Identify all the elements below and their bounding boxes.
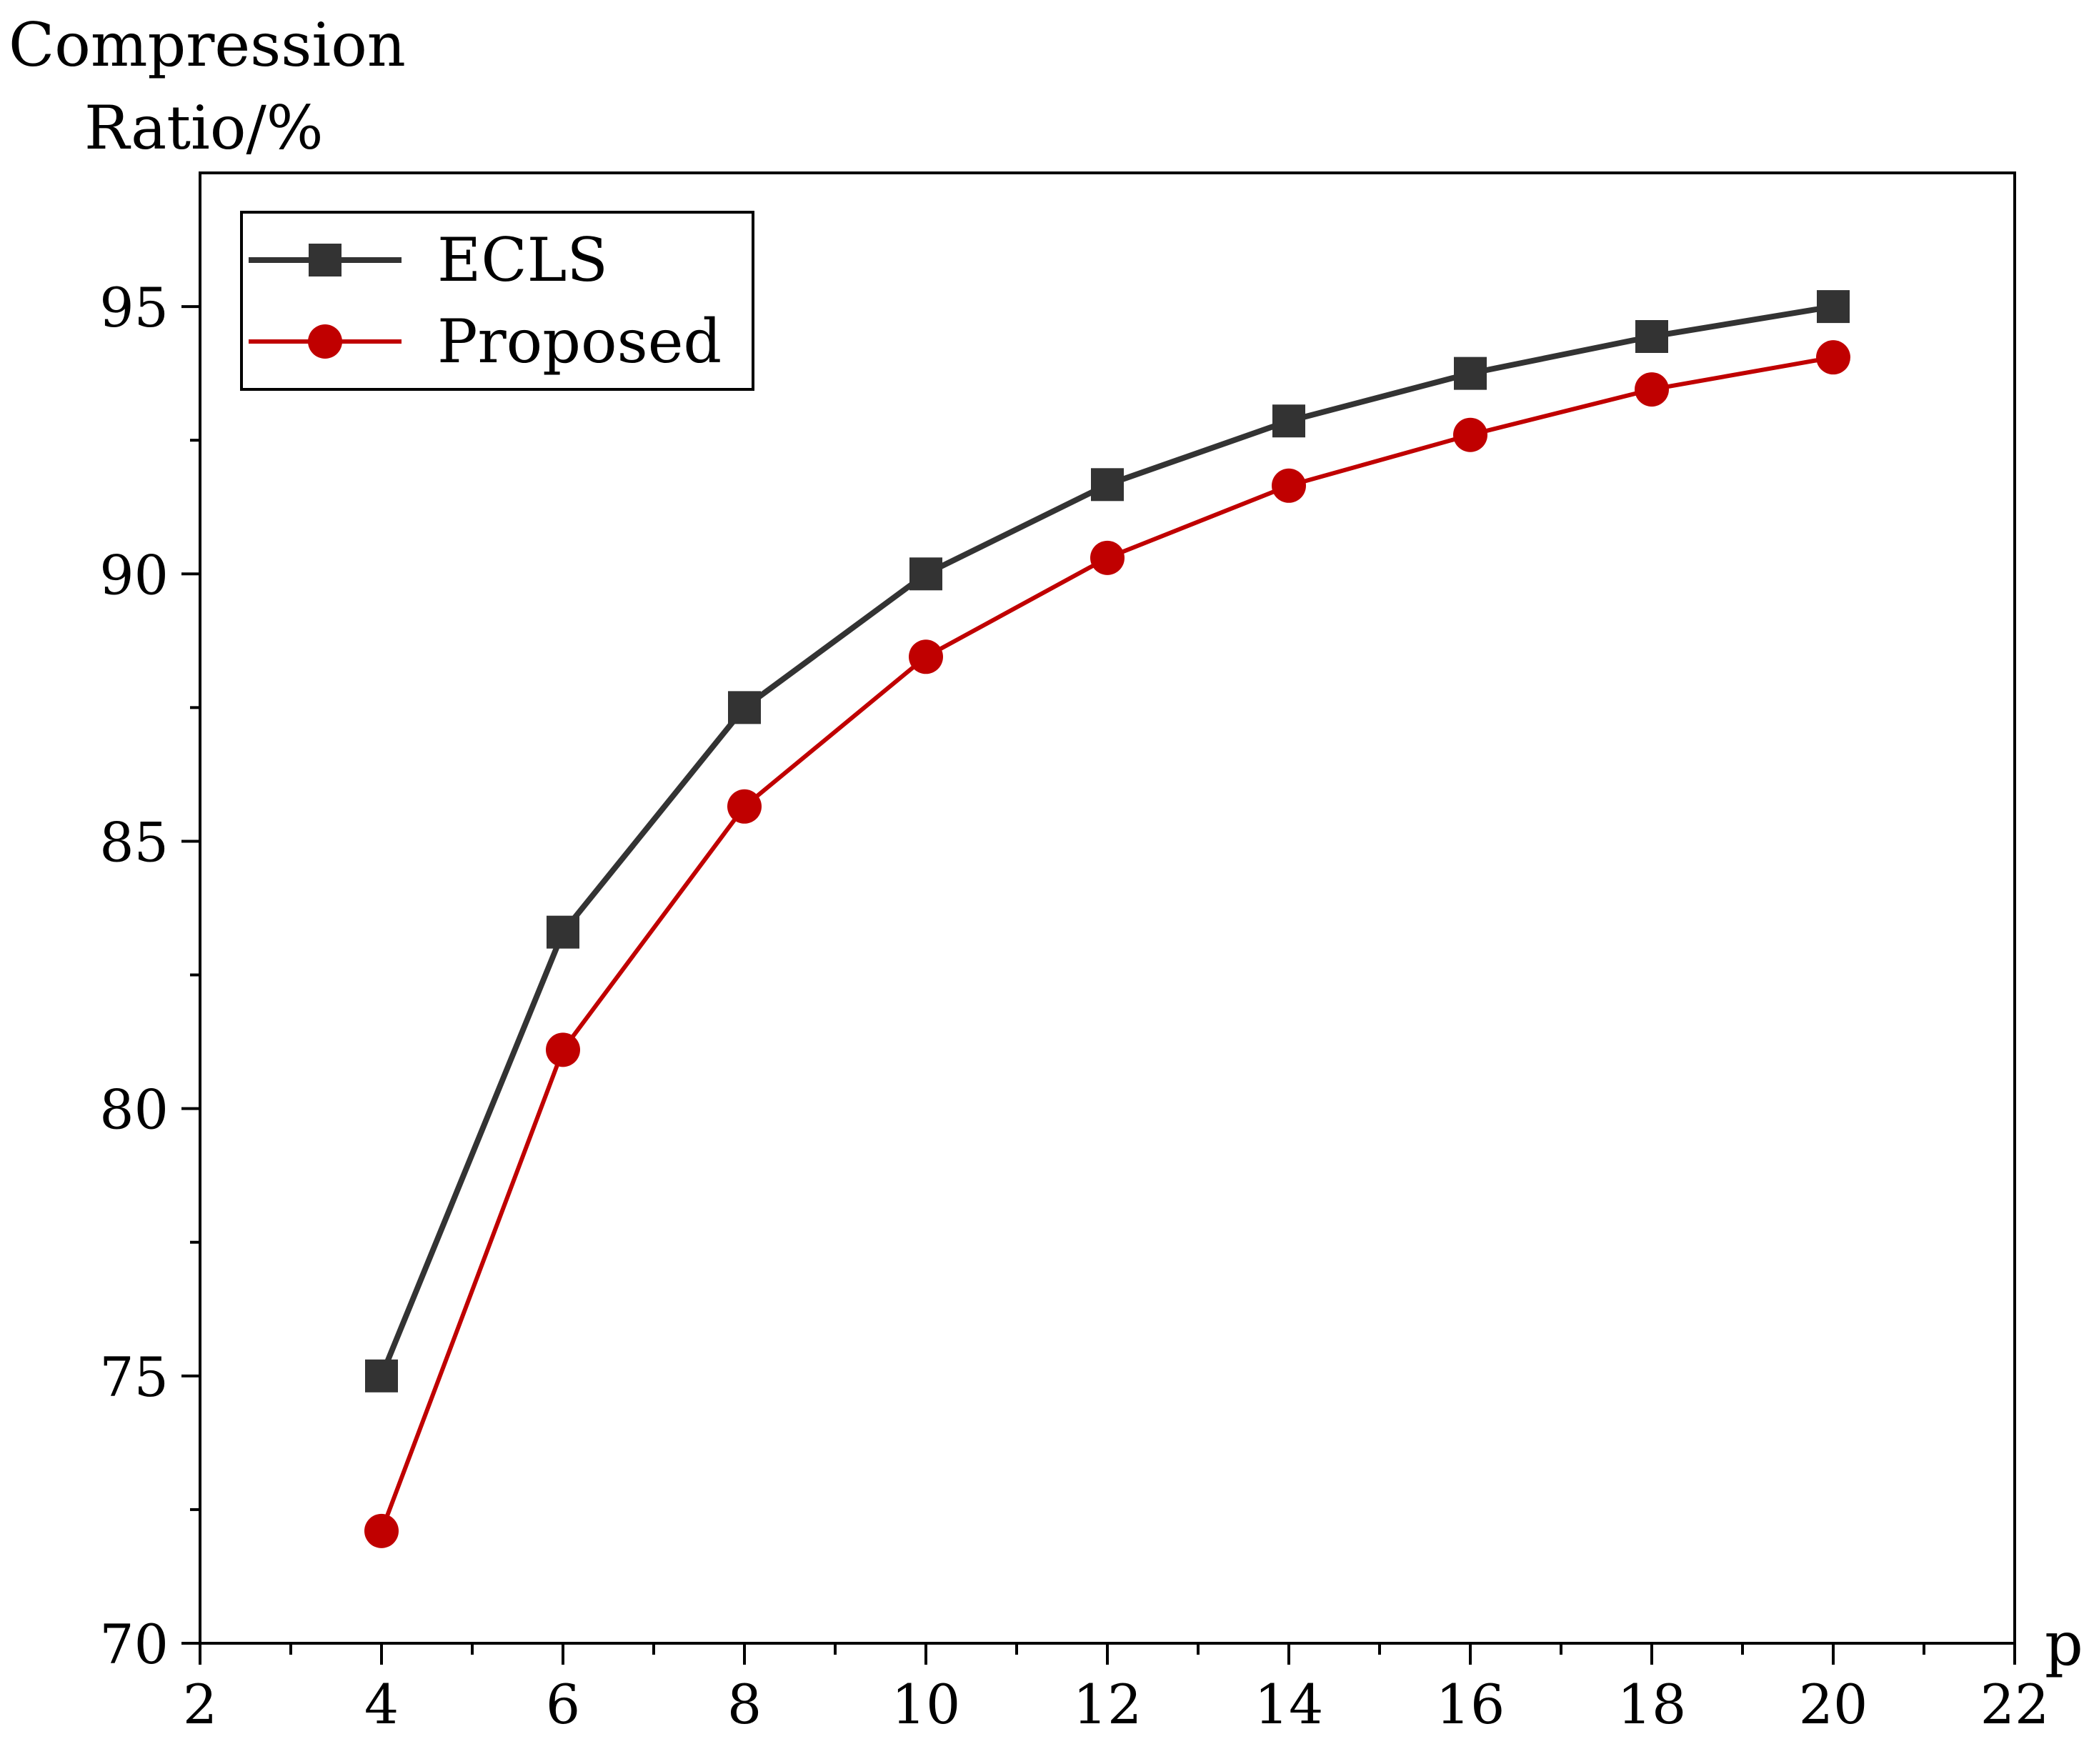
y-tick-label: 70: [99, 1613, 169, 1676]
legend-box: [240, 211, 754, 391]
legend: ECLS Proposed: [240, 211, 754, 391]
x-axis-label: p: [2045, 1609, 2083, 1679]
data-point-ecls: [1454, 357, 1487, 390]
y-tick-label: 80: [99, 1078, 169, 1142]
data-point-proposed: [1272, 468, 1306, 503]
x-tick-label: 10: [892, 1673, 961, 1736]
x-tick-label: 12: [1073, 1673, 1142, 1736]
data-point-ecls: [1635, 319, 1668, 353]
x-tick-label: 8: [727, 1673, 762, 1736]
legend-label-ecls: ECLS: [437, 225, 608, 295]
series-line-proposed: [379, 355, 1834, 1532]
x-tick-label: 6: [546, 1673, 580, 1736]
y-tick-label: 85: [99, 810, 169, 874]
y-tick-label: 95: [99, 276, 169, 339]
data-point-ecls: [1272, 404, 1305, 438]
x-tick-label: 14: [1255, 1673, 1324, 1736]
x-tick-label: 4: [364, 1673, 399, 1736]
data-point-ecls: [728, 691, 761, 724]
x-tick-label: 22: [1980, 1673, 2050, 1736]
legend-label-proposed: Proposed: [437, 307, 722, 377]
data-point-ecls: [547, 915, 579, 949]
y-tick-label: 90: [99, 543, 169, 607]
legend-marker-ecls: [309, 244, 341, 276]
data-point-proposed: [727, 789, 762, 824]
x-tick-label: 2: [183, 1673, 217, 1736]
data-point-proposed: [1816, 340, 1850, 375]
legend-marker-proposed: [308, 324, 342, 359]
data-point-ecls: [1817, 290, 1850, 324]
data-point-ecls: [365, 1359, 398, 1392]
data-point-proposed: [1090, 540, 1125, 575]
series-line-ecls: [379, 304, 1834, 1377]
y-tick-label: 75: [99, 1345, 169, 1409]
data-point-proposed: [1635, 372, 1669, 407]
x-tick-label: 16: [1436, 1673, 1505, 1736]
plot-frame: [199, 171, 2016, 1645]
data-point-ecls: [1091, 468, 1124, 502]
data-point-proposed: [909, 639, 943, 674]
data-point-proposed: [546, 1032, 580, 1067]
y-axis-label-line-2: Ratio/%: [84, 93, 324, 163]
data-point-ecls: [909, 557, 942, 591]
data-point-proposed: [364, 1513, 399, 1548]
x-tick-label: 20: [1799, 1673, 1868, 1736]
data-point-proposed: [1453, 417, 1487, 452]
x-tick-label: 18: [1617, 1673, 1687, 1736]
y-axis-label-line-1: Compression: [9, 10, 406, 80]
